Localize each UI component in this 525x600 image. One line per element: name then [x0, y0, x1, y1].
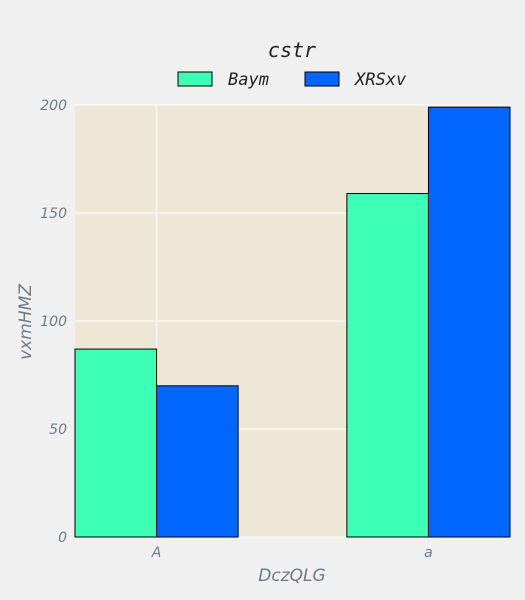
- y-tick-label: 200: [40, 98, 67, 114]
- legend-swatch-xrsxv: [304, 71, 340, 87]
- x-tick-label: A: [151, 545, 162, 561]
- y-tick-labels: 0 50 100 150 200: [40, 98, 67, 546]
- x-tick-label: a: [424, 545, 433, 561]
- legend-label-xrsxv: XRSxv: [353, 70, 407, 90]
- legend: Baym XRSxv: [177, 70, 407, 90]
- y-tick-label: 0: [58, 530, 67, 546]
- chart-title: cstr: [268, 38, 316, 62]
- bar-xrsxv-a: [427, 106, 511, 538]
- legend-label-baym: Baym: [228, 70, 269, 90]
- bar-baym-a: [346, 193, 429, 538]
- bar-xrsxv-A: [156, 385, 239, 538]
- x-axis-label: DczQLG: [258, 566, 325, 586]
- y-tick-label: 150: [40, 206, 67, 222]
- y-axis-label: vxmHMZ: [16, 284, 36, 360]
- y-tick-label: 100: [40, 314, 67, 330]
- legend-swatch-baym: [177, 71, 213, 87]
- bar-baym-A: [74, 348, 158, 538]
- bars-group: [74, 106, 511, 538]
- y-tick-label: 50: [49, 422, 67, 438]
